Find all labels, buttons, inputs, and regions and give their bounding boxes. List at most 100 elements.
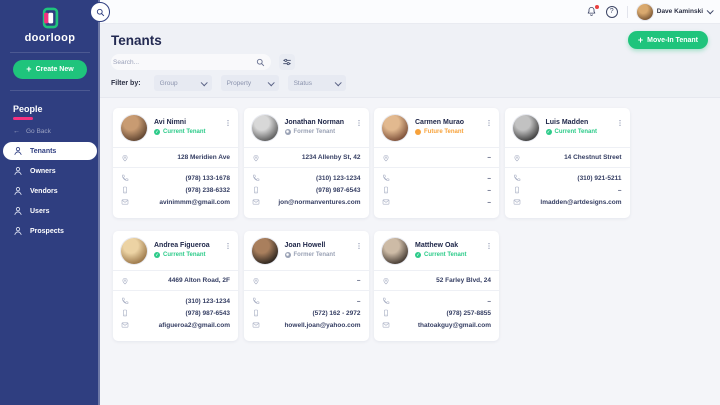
person-icon	[13, 186, 23, 196]
move-in-tenant-button[interactable]: Move-In Tenant	[627, 31, 708, 49]
status-icon	[154, 252, 160, 258]
phone-icon	[382, 174, 390, 182]
global-search-button[interactable]	[90, 2, 110, 22]
location-pin-icon	[121, 154, 129, 162]
mobile-icon	[382, 186, 390, 194]
tenant-card[interactable]: Joan Howell Former Tenant –	[243, 231, 369, 341]
tenant-avatar	[121, 238, 147, 264]
chevron-down-icon	[706, 7, 714, 15]
tenant-card[interactable]: Jonathan Norman Former Tenant 1234 Allen…	[243, 108, 369, 218]
status-icon	[284, 252, 291, 258]
sidebar-item-label: Vendors	[30, 187, 58, 195]
section-underline	[13, 117, 33, 120]
status-icon	[284, 129, 291, 135]
phone-value: –	[356, 297, 361, 305]
divider	[243, 147, 369, 148]
kebab-menu-icon[interactable]	[222, 236, 234, 255]
sidebar-item-vendors[interactable]: Vendors	[3, 182, 97, 200]
kebab-menu-icon[interactable]	[483, 113, 495, 132]
address-value: 128 Meridien Ave	[177, 154, 230, 161]
phone-value: (310) 921-5211	[577, 174, 622, 182]
tenant-card[interactable]: Carmen Murao Future Tenant –	[374, 108, 499, 218]
divider	[113, 167, 238, 168]
phone-value: (310) 123-1234	[316, 174, 361, 182]
divider	[504, 167, 630, 168]
mobile-icon	[252, 186, 260, 194]
tenant-name: Jonathan Norman	[284, 119, 345, 126]
status-label: Current Tenant	[163, 252, 206, 258]
kebab-menu-icon[interactable]	[614, 113, 626, 132]
person-icon	[13, 146, 23, 156]
phone-icon	[382, 297, 390, 305]
kebab-menu-icon[interactable]	[353, 236, 365, 255]
phone-value: (310) 123-1234	[185, 297, 230, 305]
mail-icon	[121, 321, 129, 329]
status-badge: Current Tenant	[545, 129, 598, 135]
email-row: avinimmm@gmail.com	[113, 196, 238, 208]
status-badge: Future Tenant	[415, 129, 464, 135]
sidebar-item-prospects[interactable]: Prospects	[3, 222, 97, 240]
address-row: 1234 Allenby St, 42	[244, 148, 369, 167]
kebab-menu-icon[interactable]	[353, 113, 365, 132]
divider	[113, 147, 238, 148]
address-value: 1234 Allenby St, 42	[301, 154, 361, 161]
status-badge: Current Tenant	[154, 252, 210, 258]
go-back-link[interactable]: Go Back	[13, 128, 100, 135]
phone-row: –	[244, 295, 369, 307]
tenant-card[interactable]: Luis Madden Current Tenant 14 Chestnut S…	[504, 108, 630, 218]
sidebar-divider	[10, 90, 90, 91]
mobile-value: (978) 238-6332	[185, 186, 230, 194]
user-menu[interactable]: Dave Kaminski	[636, 3, 714, 20]
status-icon	[154, 129, 160, 135]
mobile-row: (978) 987-6543	[244, 184, 369, 196]
tenant-name: Carmen Murao	[415, 119, 465, 126]
phone-icon	[121, 174, 129, 182]
tenant-card[interactable]: Matthew Oak Current Tenant 52 Farley Blv…	[374, 231, 499, 341]
status-badge: Former Tenant	[284, 129, 345, 135]
topbar: ? Dave Kaminski	[90, 0, 720, 24]
tenant-card[interactable]: Avi Nimni Current Tenant 128 Meridien Av…	[113, 108, 238, 218]
email-row: afigueroa2@gmail.com	[113, 319, 238, 331]
sidebar-item-users[interactable]: Users	[3, 202, 97, 220]
divider	[374, 290, 499, 291]
create-new-button[interactable]: Create New	[13, 60, 87, 79]
address-row: –	[244, 271, 369, 290]
sidebar-item-tenants[interactable]: Tenants	[3, 142, 97, 160]
group-filter-dropdown[interactable]: Group	[153, 75, 212, 91]
mobile-value: –	[617, 186, 622, 194]
kebab-menu-icon[interactable]	[222, 113, 234, 132]
address-value: 14 Chestnut Street	[564, 154, 622, 161]
tenant-name: Andrea Figueroa	[154, 242, 210, 249]
phone-value: –	[487, 297, 491, 305]
divider	[374, 147, 499, 148]
sidebar-divider	[10, 52, 90, 53]
kebab-menu-icon[interactable]	[483, 236, 495, 255]
phone-icon	[252, 174, 260, 182]
status-label: Current Tenant	[554, 129, 598, 135]
status-filter-dropdown[interactable]: Status	[287, 75, 346, 91]
location-pin-icon	[252, 154, 260, 162]
mobile-row: –	[505, 184, 630, 196]
property-filter-dropdown[interactable]: Property	[220, 75, 279, 91]
filter-settings-button[interactable]	[279, 54, 295, 70]
sidebar-item-label: Prospects	[30, 227, 64, 235]
tenant-avatar	[121, 115, 147, 141]
phone-icon	[513, 174, 521, 182]
sidebar-item-owners[interactable]: Owners	[3, 162, 97, 180]
location-pin-icon	[382, 154, 390, 162]
tenant-name: Avi Nimni	[154, 119, 187, 126]
mobile-value: (572) 162 - 2972	[312, 309, 361, 317]
search-input[interactable]	[113, 58, 256, 66]
notifications-button[interactable]	[586, 5, 599, 17]
email-row: thatoakguy@gmail.com	[374, 319, 499, 331]
help-button[interactable]: ?	[605, 5, 618, 18]
phone-row: –	[374, 172, 499, 184]
sidebar-scrollbar[interactable]	[98, 0, 100, 405]
sidebar-item-label: Tenants	[30, 147, 57, 155]
search-icon	[96, 8, 105, 17]
person-icon	[13, 206, 23, 216]
tenant-card[interactable]: Andrea Figueroa Current Tenant 4469 Alto…	[113, 231, 238, 341]
mobile-row: (978) 257-8855	[374, 307, 499, 319]
person-icon	[13, 166, 23, 176]
